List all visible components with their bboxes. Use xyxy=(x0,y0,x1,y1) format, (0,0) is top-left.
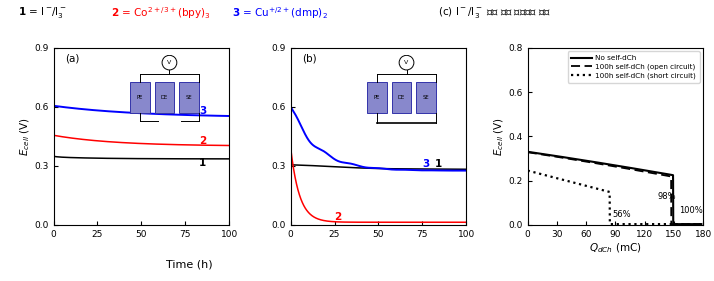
Text: Time (h): Time (h) xyxy=(166,260,213,270)
Text: 1: 1 xyxy=(199,158,206,168)
Text: (a): (a) xyxy=(65,54,79,64)
Text: 3: 3 xyxy=(199,106,206,116)
Text: (c) I$^-$/I$_3^-$ 기반 소자 자가방전 경향: (c) I$^-$/I$_3^-$ 기반 소자 자가방전 경향 xyxy=(438,5,550,20)
Text: 1: 1 xyxy=(435,159,442,169)
Text: (b): (b) xyxy=(302,54,316,64)
Y-axis label: $E_{cell}$ (V): $E_{cell}$ (V) xyxy=(492,117,506,156)
Text: $\bf{3}$ = Cu$^{+/2+}$(dmp)$_2$: $\bf{3}$ = Cu$^{+/2+}$(dmp)$_2$ xyxy=(232,5,328,21)
Legend: No self-dCh, 100h self-dCh (open circuit), 100h self-dCh (short circuit): No self-dCh, 100h self-dCh (open circuit… xyxy=(568,51,700,83)
Text: 98%: 98% xyxy=(658,192,676,201)
Text: 100%: 100% xyxy=(679,206,703,215)
Text: $\bf{1}$ = I$^-\!$/I$_3^-$: $\bf{1}$ = I$^-\!$/I$_3^-$ xyxy=(18,5,66,20)
Text: 2: 2 xyxy=(199,136,206,146)
X-axis label: $Q_{dCh}$ (mC): $Q_{dCh}$ (mC) xyxy=(589,241,642,255)
Text: $\bf{2}$ = Co$^{2+/3+}$(bpy)$_3$: $\bf{2}$ = Co$^{2+/3+}$(bpy)$_3$ xyxy=(111,5,210,21)
Text: 56%: 56% xyxy=(613,210,631,219)
Text: 3: 3 xyxy=(422,159,430,169)
Text: 2: 2 xyxy=(335,212,342,222)
Y-axis label: $E_{cell}$ (V): $E_{cell}$ (V) xyxy=(18,117,31,156)
